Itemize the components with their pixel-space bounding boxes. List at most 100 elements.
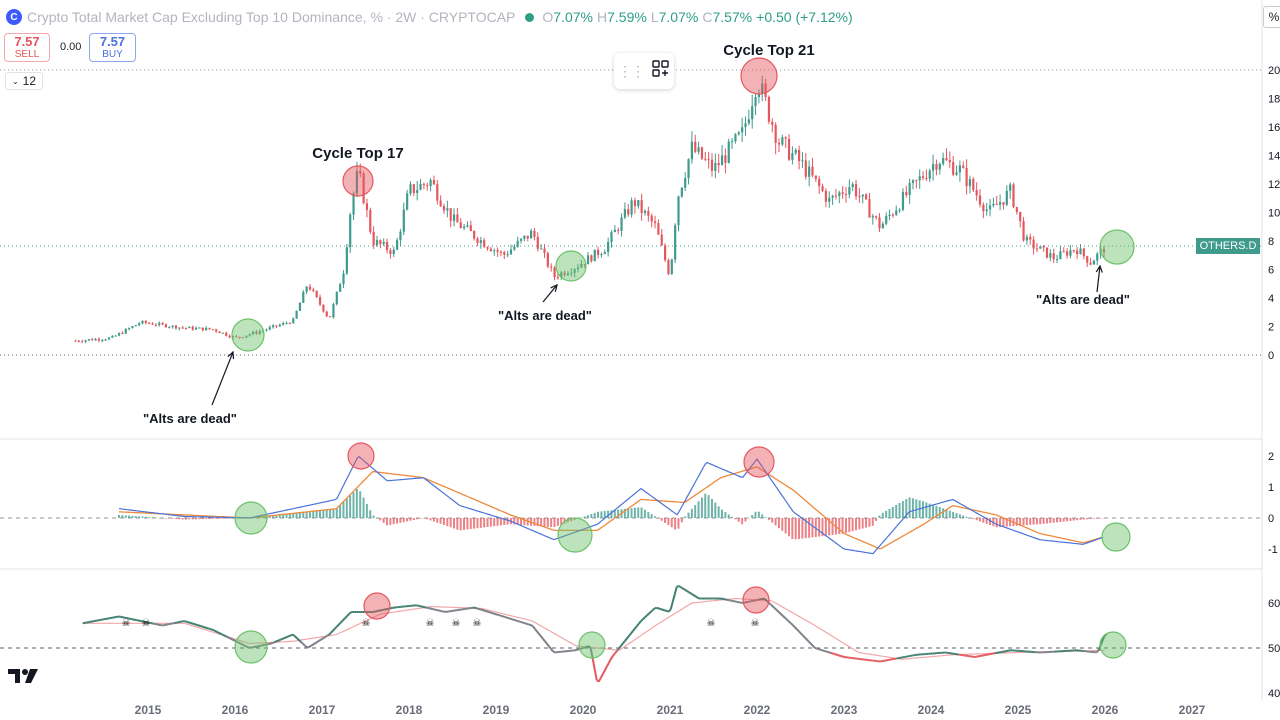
rsi-line-segment (230, 637, 234, 641)
symbol-price-badge: OTHERS.D (1196, 238, 1260, 254)
macd-histogram-bar (962, 515, 965, 518)
candle-body (999, 202, 1002, 205)
macd-histogram-bar (593, 512, 596, 518)
macd-histogram-bar (553, 518, 556, 528)
candle-body (251, 331, 255, 335)
candle-body (523, 235, 526, 239)
sell-button[interactable]: 7.57 SELL (4, 33, 50, 62)
candle-body (1062, 251, 1065, 253)
price-pane[interactable] (74, 75, 1106, 344)
rsi-line-segment (200, 625, 204, 628)
macd-pane[interactable] (118, 455, 1105, 555)
macd-histogram-bar (727, 514, 730, 518)
drag-handle-icon[interactable]: ⋮⋮ (618, 62, 645, 79)
rsi-line-segment (326, 633, 330, 637)
candle-body (1022, 221, 1025, 241)
rsi-line-segment (340, 619, 344, 624)
macd-histogram-bar (540, 518, 543, 527)
macd-histogram-bar (379, 518, 382, 521)
alts-are-dead-label-2025: "Alts are dead" (1036, 292, 1130, 307)
candle-body (1066, 251, 1069, 256)
candle-body (794, 149, 797, 154)
rsi-line-segment (694, 595, 698, 598)
macd-histogram-bar (201, 518, 204, 520)
candle-body (643, 210, 647, 213)
floating-toolbar[interactable]: ⋮⋮ (614, 53, 674, 89)
rsi-line-segment (190, 622, 194, 625)
price-axis-tick: 8 (1268, 236, 1274, 248)
macd-histogram-bar (657, 518, 660, 519)
buy-button[interactable]: 7.57 BUY (89, 33, 136, 62)
macd-histogram-bar (295, 512, 298, 518)
macd-histogram-bar (278, 514, 281, 518)
candle-body (489, 248, 492, 252)
rsi-line-segment (584, 645, 588, 649)
macd-histogram-bar (955, 513, 958, 518)
macd-histogram-bar (731, 516, 734, 518)
rsi-line-segment (537, 632, 542, 637)
candle-body (854, 184, 858, 197)
macd-histogram-bar (1002, 518, 1005, 527)
candle-body (586, 255, 590, 265)
candle-body (402, 209, 405, 232)
rsi-line-segment (1095, 649, 1100, 654)
macd-histogram-bar (932, 504, 935, 518)
macd-histogram-bar (315, 510, 318, 518)
rsi-line-segment (804, 636, 808, 641)
macd-histogram-bar (392, 518, 395, 525)
sell-label: SELL (14, 49, 40, 60)
rsi-line-segment (543, 640, 548, 645)
tradingview-logo-icon[interactable] (6, 665, 40, 687)
macd-histogram-bar (617, 509, 620, 518)
rsi-line-segment (547, 645, 552, 650)
macd-histogram-bar (288, 513, 291, 518)
candle-body (995, 203, 998, 205)
candle-body (181, 327, 184, 329)
macd-histogram-bar (751, 515, 754, 518)
add-layout-icon[interactable] (652, 59, 670, 83)
candle-body (657, 223, 660, 235)
macd-histogram-bar (386, 518, 388, 526)
rsi-line-segment (342, 617, 346, 622)
macd-histogram-bar (302, 512, 305, 518)
candle-body (921, 176, 925, 179)
macd-histogram-bar (664, 518, 667, 523)
macd-histogram-bar (489, 518, 492, 527)
rsi-line-segment (588, 645, 592, 650)
skull-icon: ☠ (142, 618, 151, 629)
macd-histogram-bar (888, 508, 891, 518)
rsi-line-segment (603, 666, 608, 671)
candle-body (282, 323, 285, 325)
macd-histogram-bar (185, 518, 187, 520)
rsi-line-segment (240, 642, 244, 646)
macd-histogram-bar (868, 518, 871, 527)
candle-body (650, 215, 653, 222)
rsi-line-segment (238, 641, 242, 645)
time-axis-tick: 2025 (1005, 703, 1032, 717)
rsi-bottom-circle (578, 631, 606, 659)
candle-body (905, 191, 908, 196)
candle-body (131, 326, 134, 329)
rsi-line-segment (541, 637, 546, 642)
macd-histogram-bar (999, 518, 1002, 528)
indicator-count-toggle[interactable]: ⌄ 12 (5, 72, 43, 90)
rsi-line-segment (332, 628, 336, 632)
candle-body (677, 196, 680, 226)
candle-body (787, 138, 791, 160)
macd-histogram-bar (1069, 518, 1072, 521)
candle-body (178, 327, 181, 329)
rsi-line-segment (1099, 639, 1104, 646)
macd-histogram-bar (844, 518, 847, 533)
candle-body (908, 182, 911, 196)
rsi-axis-tick: 40 (1268, 688, 1280, 700)
candle-body (459, 222, 462, 229)
rsi-line-segment (316, 640, 320, 644)
candle-body (463, 226, 466, 229)
candle-body (901, 191, 905, 210)
percent-scale-button[interactable]: % (1263, 6, 1280, 28)
candle-body (221, 332, 224, 334)
rsi-line-segment (496, 613, 500, 617)
rsi-pane[interactable]: ☠ ☠ ☠ ☠ ☠ ☠ ☠ ☠ (82, 585, 1108, 683)
